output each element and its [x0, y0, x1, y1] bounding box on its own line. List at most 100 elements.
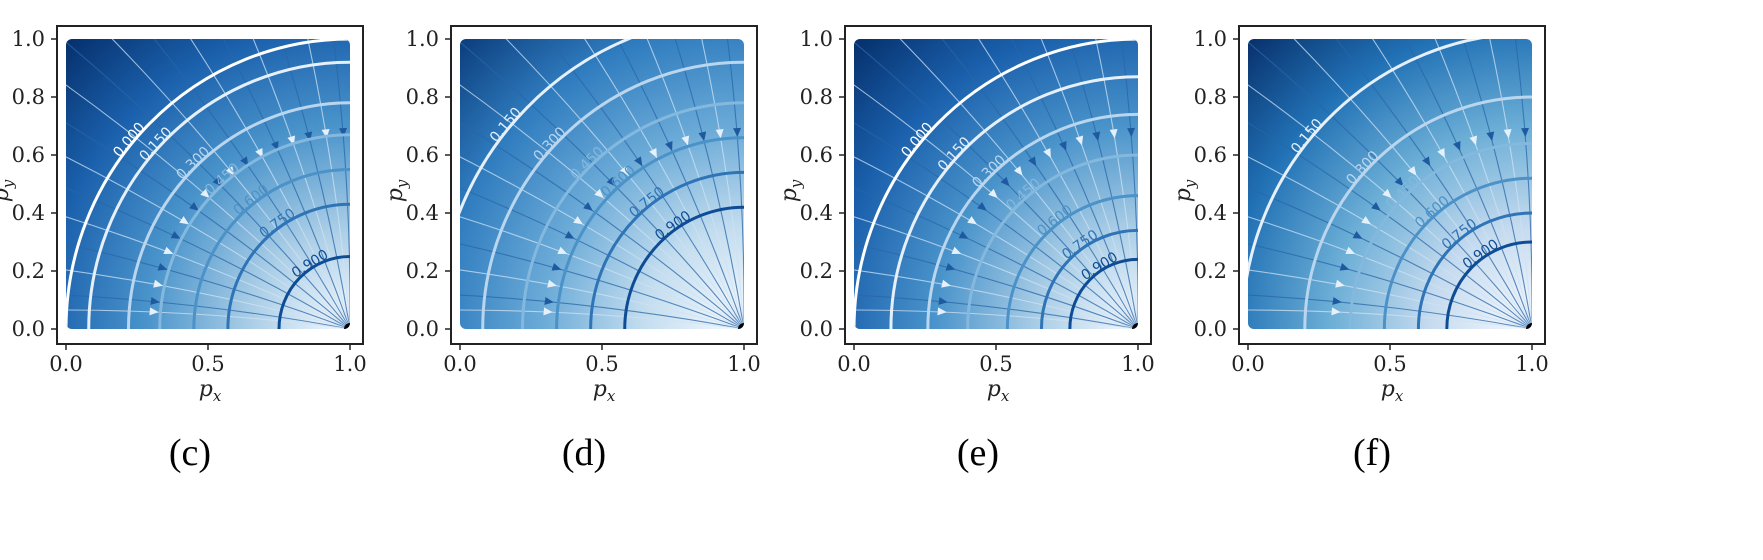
y-tick-label: 0.6 — [800, 143, 833, 167]
stream-arrow — [1361, 216, 1371, 225]
stream-arrow — [958, 231, 969, 239]
contour-line — [555, 136, 744, 329]
streamline — [1248, 218, 1532, 329]
streamline — [66, 148, 350, 329]
y-axis-label: py — [383, 179, 411, 202]
stream-arrow — [937, 307, 947, 316]
target-point-marker — [1132, 323, 1138, 329]
stream-arrow — [1075, 135, 1084, 146]
stream-arrow — [1000, 176, 1010, 187]
streamline — [203, 39, 350, 329]
stream-arrow — [938, 296, 948, 305]
stream-arrow — [153, 279, 163, 288]
x-tick-label: 0.5 — [191, 352, 224, 376]
stream-arrow — [564, 231, 575, 239]
streamline — [469, 39, 744, 329]
stream-arrow — [170, 231, 181, 239]
x-tick-label: 0.5 — [585, 352, 618, 376]
y-tick-label: 1.0 — [12, 27, 45, 51]
x-tick-label: 0.0 — [49, 352, 82, 376]
streamline — [1248, 54, 1532, 329]
stream-arrow — [1521, 127, 1530, 138]
stream-arrow — [1028, 156, 1037, 167]
streamline — [633, 39, 744, 329]
streamline — [530, 39, 744, 329]
streamline — [66, 309, 350, 329]
stream-arrow — [212, 176, 222, 187]
y-tick-label: 1.0 — [406, 27, 439, 51]
streamline — [854, 115, 1138, 329]
stream-arrow — [547, 279, 557, 288]
stream-arrow — [1332, 296, 1342, 305]
stream-arrow — [543, 307, 553, 316]
stream-arrow — [157, 262, 168, 271]
streamline — [460, 291, 744, 329]
streamline — [669, 39, 744, 329]
streamline — [66, 291, 350, 329]
contour-line — [1348, 141, 1532, 329]
stream-arrow — [967, 216, 977, 225]
contour-line — [87, 60, 350, 329]
stream-arrow — [681, 135, 690, 146]
streamline — [66, 84, 350, 329]
contour-line — [889, 75, 1138, 329]
heatmap-background — [66, 39, 350, 329]
streamline — [1248, 291, 1532, 329]
x-tick-label: 1.0 — [1515, 352, 1548, 376]
stream-arrow — [733, 127, 742, 138]
streamline — [460, 254, 744, 329]
x-tick-label: 0.0 — [1231, 352, 1264, 376]
streamline — [66, 54, 350, 329]
panel-caption: (f) — [1353, 432, 1391, 474]
x-tick-label: 1.0 — [333, 352, 366, 376]
panel-caption: (c) — [169, 432, 211, 474]
stream-arrow — [1109, 128, 1118, 139]
stream-arrow — [544, 296, 554, 305]
contour-line — [966, 153, 1138, 329]
streamline — [460, 84, 744, 329]
stream-arrow — [698, 131, 707, 142]
contour-line — [623, 205, 744, 329]
streamline — [136, 39, 350, 329]
x-tick-label: 1.0 — [1121, 352, 1154, 376]
streamline — [275, 39, 350, 329]
y-tick-label: 0.4 — [406, 201, 439, 225]
y-tick-label: 0.8 — [12, 85, 45, 109]
contour-line — [192, 168, 350, 329]
stream-arrow — [715, 128, 724, 139]
stream-arrow — [339, 127, 348, 138]
streamline — [312, 39, 350, 329]
contour-line — [460, 39, 744, 329]
stream-arrow — [1331, 307, 1341, 316]
streamline — [1385, 39, 1532, 329]
y-tick-label: 0.6 — [406, 143, 439, 167]
x-tick-label: 0.5 — [1373, 352, 1406, 376]
stream-arrow — [1127, 127, 1136, 138]
stream-arrow — [1092, 131, 1101, 142]
y-tick-label: 0.8 — [800, 85, 833, 109]
contour-line — [1005, 194, 1138, 329]
target-point-marker — [1526, 323, 1532, 329]
streamline — [1457, 39, 1532, 329]
stream-arrow — [149, 307, 159, 316]
contour-line — [589, 170, 744, 329]
y-tick-label: 0.6 — [12, 143, 45, 167]
streamline — [597, 39, 744, 329]
stream-arrow — [1453, 141, 1461, 151]
streamline — [854, 148, 1138, 329]
stream-arrow — [1394, 176, 1404, 187]
x-axis-label: px — [199, 377, 222, 405]
streamline — [75, 39, 350, 329]
stream-arrow — [321, 128, 330, 139]
contour-line — [1248, 39, 1532, 329]
stream-arrow — [583, 202, 593, 211]
y-tick-label: 0.2 — [800, 259, 833, 283]
contour-line — [158, 133, 350, 329]
y-tick-label: 0.4 — [1194, 201, 1227, 225]
contour-line — [481, 60, 744, 329]
y-axis-label: py — [0, 179, 17, 202]
stream-arrow — [945, 262, 956, 271]
y-tick-label: 0.0 — [406, 317, 439, 341]
streamline — [854, 309, 1138, 329]
